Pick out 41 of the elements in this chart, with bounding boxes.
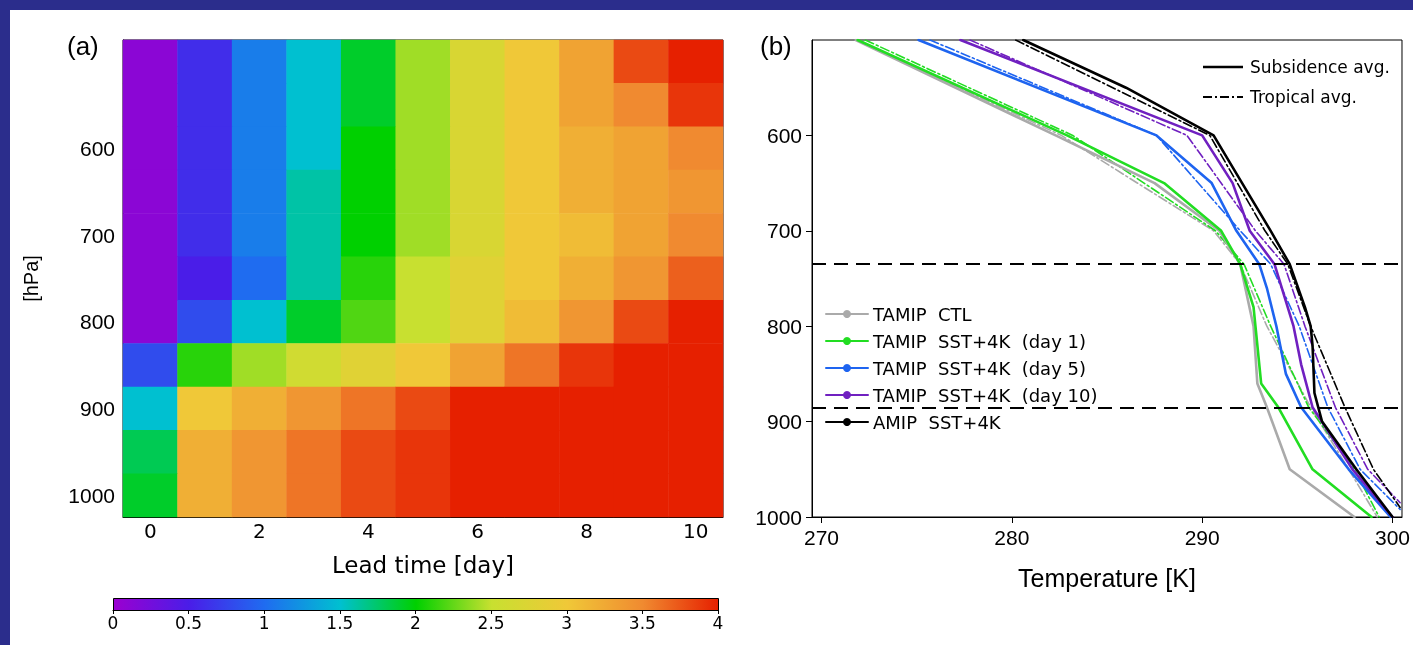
color-bar-label: 3 xyxy=(561,612,573,633)
y-tick-label: 1000 xyxy=(755,505,802,529)
x-tick-label: 6 xyxy=(471,519,484,543)
x-axis-title: Lead time [day] xyxy=(331,551,515,578)
x-tick-label: 2 xyxy=(253,519,266,543)
y-tick-label: 800 xyxy=(79,310,115,334)
color-bar-label: 1 xyxy=(258,612,270,633)
y-tick-label: 800 xyxy=(766,314,802,338)
x-axis-title: Temperature [K] xyxy=(1018,563,1196,592)
y-tick-label: 700 xyxy=(766,219,802,243)
legend-label: TAMIP SST+4K (day 5) xyxy=(872,357,1087,379)
y-tick-label: 600 xyxy=(79,136,115,160)
x-tick-label: 280 xyxy=(994,526,1030,549)
legend-label: TAMIP SST+4K (day 1) xyxy=(872,330,1087,352)
color-bar-label: 3.5 xyxy=(628,612,656,633)
annotation: Tropical avg. xyxy=(1250,87,1357,107)
annotation: Subsidence avg. xyxy=(1250,57,1390,77)
legend-label: AMIP SST+4K xyxy=(873,411,1002,433)
x-tick-label: 270 xyxy=(803,526,840,549)
color-bar-label: 0 xyxy=(107,612,119,633)
x-tick-label: 0 xyxy=(143,519,157,543)
y-tick-label: 1000 xyxy=(68,483,115,507)
color-bar-label: 4 xyxy=(712,612,724,633)
y-axis-title: [hPa] xyxy=(20,255,42,302)
y-tick-label: 700 xyxy=(79,223,115,247)
legend-label: TAMIP CTL xyxy=(872,303,972,325)
color-bar-label: 0.5 xyxy=(175,612,203,633)
y-tick-label: 900 xyxy=(79,397,115,421)
color-bar-label: 1.5 xyxy=(326,612,354,633)
y-tick-label: 600 xyxy=(766,123,802,147)
legend-label: TAMIP SST+4K (day 10) xyxy=(872,384,1098,406)
chart-title: (a) xyxy=(67,31,99,61)
chart-title: (b) xyxy=(760,31,792,61)
color-bar-label: 2 xyxy=(410,612,421,633)
x-tick-label: 8 xyxy=(580,519,593,543)
color-bar-label: 2.5 xyxy=(477,612,505,633)
x-tick-label: 4 xyxy=(362,519,375,543)
x-tick-label: 290 xyxy=(1184,526,1220,549)
y-tick-label: 900 xyxy=(766,410,802,434)
x-tick-label: 10 xyxy=(683,519,709,543)
x-tick-label: 300 xyxy=(1374,526,1410,549)
